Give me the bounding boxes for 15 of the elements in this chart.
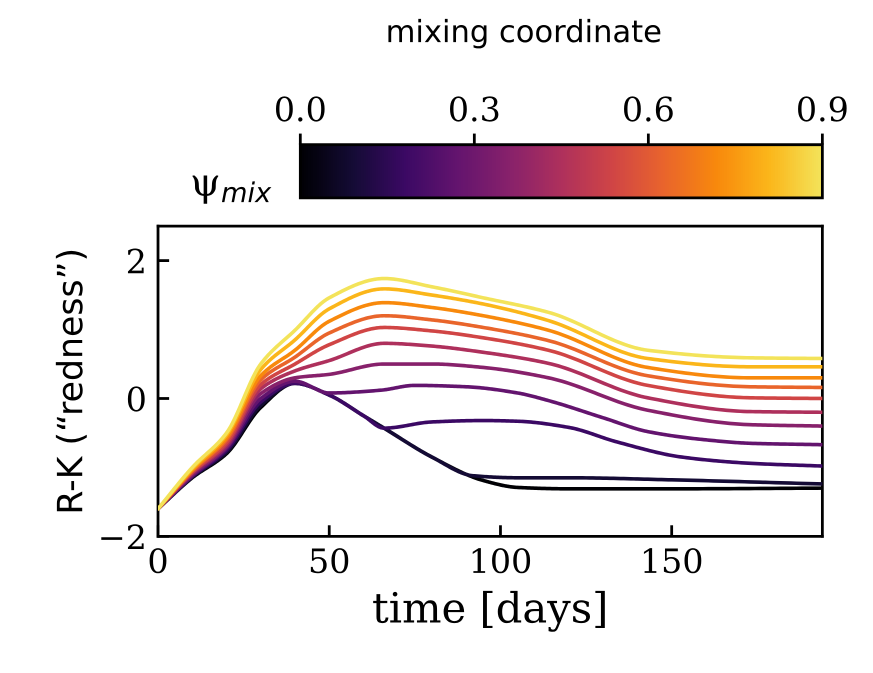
color-bar-label: 0.0 bbox=[276, 96, 325, 122]
x-tick-label: 50 bbox=[310, 548, 348, 574]
text: ψ$_{mix}$ bbox=[192, 176, 272, 204]
x-tick-label: 100 bbox=[472, 548, 530, 574]
y-axis-title: R-K (“redness”) bbox=[56, 250, 87, 512]
y-tick-label: 0 bbox=[128, 386, 145, 412]
x-tick-label: 0 bbox=[150, 548, 166, 574]
x-axis-title: time [days] bbox=[373, 590, 605, 632]
color-bar-label: 0.9 bbox=[798, 96, 847, 122]
y-tick-label: 2 bbox=[128, 248, 144, 274]
color-bar-label: 0.3 bbox=[450, 96, 498, 122]
color-bar-label: 0.6 bbox=[624, 96, 673, 122]
y-tick-label: −2 bbox=[101, 524, 144, 550]
x-tick-label: 150 bbox=[644, 548, 702, 574]
color-bar-title: mixing coordinate bbox=[388, 18, 660, 48]
